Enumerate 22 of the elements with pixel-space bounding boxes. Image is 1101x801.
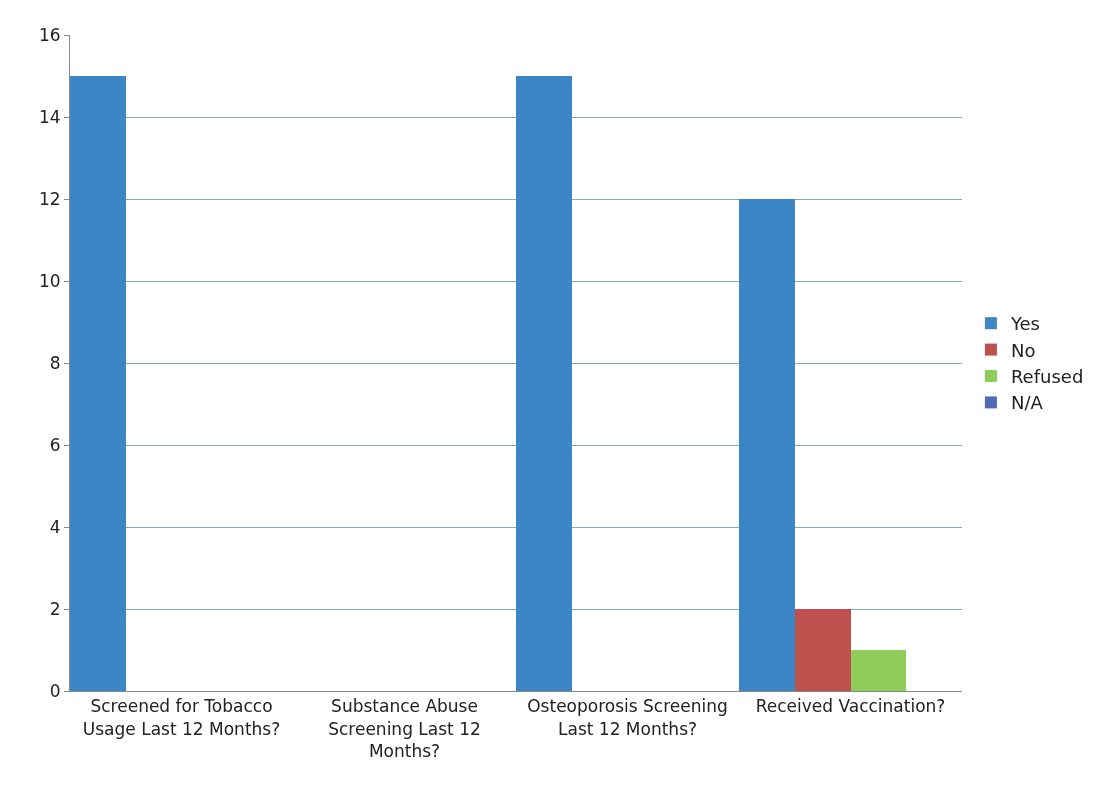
bar [739,199,795,691]
y-tick-label: 4 [49,516,61,537]
x-tick-label: Screened for Tobacco Usage Last 12 Months? [82,696,281,739]
y-tick-label: 2 [49,598,61,619]
x-tick-label: Osteoporosis Screening Last 12 Months? [527,696,728,739]
y-tick-label: 0 [49,680,61,701]
legend-label: Yes [1009,313,1040,335]
legend-label: No [1010,339,1036,361]
bar [516,76,572,691]
y-tick-label: 14 [38,106,61,127]
bar [851,650,906,691]
bar [70,76,126,691]
y-tick-label: 8 [49,352,61,373]
y-tick-label: 12 [38,188,61,209]
bar [795,609,851,691]
x-tick-label: Received Vaccination? [755,696,946,717]
x-tick-label: Substance Abuse Screening Last 12 Months? [328,696,481,761]
legend-label: N/A [1010,392,1044,414]
y-tick-label: 10 [38,270,61,291]
legend-label: Refused [1010,366,1084,388]
y-tick-label: 16 [38,24,61,45]
y-tick-label: 6 [49,434,61,455]
